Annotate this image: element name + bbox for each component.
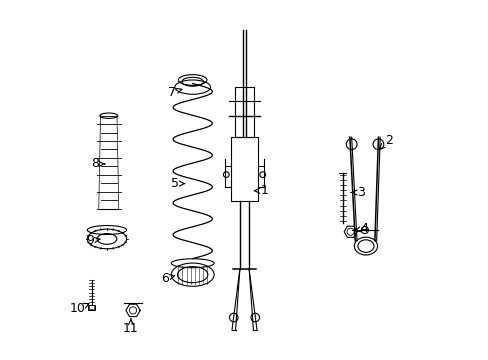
Text: 9: 9 (86, 234, 100, 247)
Text: 10: 10 (69, 302, 89, 315)
Text: 11: 11 (123, 319, 139, 335)
Text: 1: 1 (254, 184, 267, 197)
Text: 6: 6 (161, 272, 175, 285)
Text: 3: 3 (350, 186, 364, 199)
Text: 5: 5 (170, 177, 184, 190)
Text: 8: 8 (91, 157, 104, 170)
Text: 7: 7 (167, 86, 182, 99)
Text: 2: 2 (379, 134, 392, 149)
Text: 4: 4 (354, 222, 367, 235)
